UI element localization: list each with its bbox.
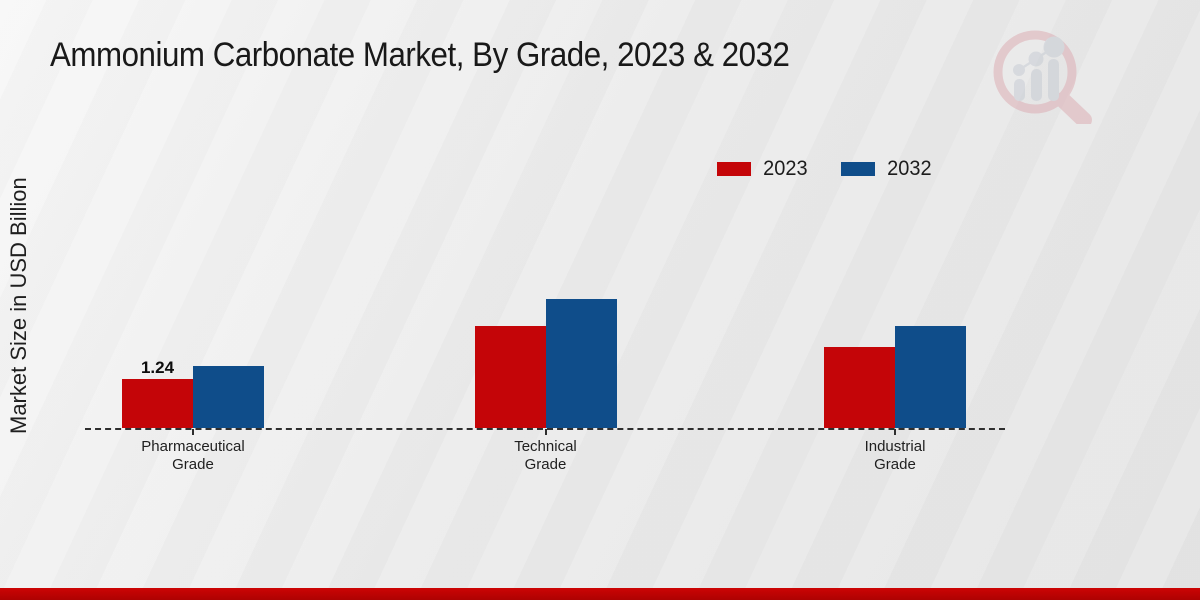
bar-2023-technical-grade[interactable] (474, 326, 546, 428)
legend-swatch-2032 (840, 162, 875, 176)
category-label-industrial-grade: Industrial Grade (864, 438, 926, 473)
legend-label-2032: 2032 (886, 157, 932, 180)
bar-2032-technical-grade[interactable] (545, 299, 617, 428)
x-axis-tick-industrial-grade (894, 429, 896, 435)
bar-2023-pharmaceutical-grade[interactable]: 1.24 (122, 358, 193, 428)
x-axis-tick-pharmaceutical-grade (192, 429, 194, 435)
footer-bar (0, 588, 1200, 600)
legend-swatch-2023 (717, 162, 751, 176)
legend-item-2023[interactable]: 2023 (717, 157, 809, 181)
bar-2023-industrial-grade[interactable] (824, 347, 895, 428)
legend-item-2032[interactable]: 2032 (840, 157, 933, 181)
bar-2032-pharmaceutical-grade[interactable] (193, 366, 264, 428)
bar-group-technical-grade (474, 299, 617, 428)
magnifier-bar-chart-logo-icon (993, 30, 1092, 124)
bar-2032-industrial-grade[interactable] (895, 326, 966, 428)
plot-area: 1.24 Pharmaceutical Grade Technical Grade I… (85, 268, 1005, 473)
data-label-2023-pharmaceutical-grade: 1.24 (140, 358, 175, 377)
category-label-pharmaceutical-grade: Pharmaceutical Grade (141, 438, 245, 473)
legend: 2023 2032 (717, 157, 932, 181)
bar-group-pharmaceutical-grade: 1.24 (122, 358, 264, 428)
bar-group-industrial-grade (824, 326, 966, 428)
legend-label-2023: 2023 (763, 157, 808, 180)
category-label-technical-grade: Technical Grade (514, 438, 577, 473)
x-axis-tick-technical-grade (544, 429, 547, 435)
chart-title: Ammonium Carbonate Market, By Grade, 202… (50, 36, 790, 74)
y-axis-label: Market Size in USD Billion (6, 177, 31, 435)
